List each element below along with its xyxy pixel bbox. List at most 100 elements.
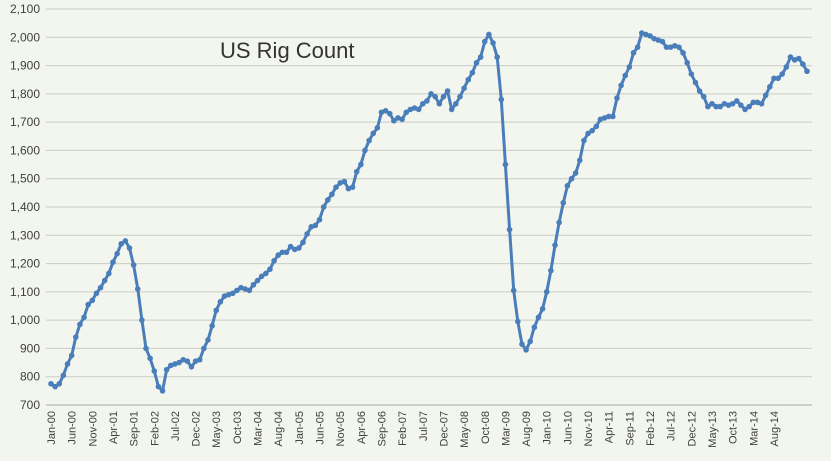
x-tick-label: Feb-02 [149, 411, 161, 446]
data-point [147, 355, 153, 362]
data-point [440, 93, 447, 100]
data-point [114, 250, 120, 257]
data-point [234, 287, 240, 294]
x-tick-label: Oct-08 [480, 411, 492, 444]
y-axis-ticks: 700 800 900 1,000 1,100 1,200 1,300 1,400 1,500 1… [10, 2, 40, 412]
x-tick-label: Mar-09 [500, 411, 512, 446]
data-point [134, 286, 141, 292]
data-point [130, 262, 137, 268]
data-point [610, 113, 616, 120]
x-tick-label: May-13 [707, 411, 719, 448]
data-point [341, 178, 348, 185]
data-point [535, 314, 542, 321]
x-tick-label: Sep-01 [129, 411, 141, 446]
data-point [205, 337, 211, 343]
data-point [250, 281, 257, 288]
data-point [48, 380, 54, 387]
data-point [72, 334, 79, 340]
data-point [688, 71, 695, 77]
data-point [783, 64, 790, 70]
y-tick-label: 1,300 [10, 228, 40, 242]
gridlines [46, 8, 812, 406]
x-tick-label: Jan-00 [46, 411, 58, 445]
x-tick-label: Jul-02 [170, 411, 182, 441]
data-point [626, 64, 633, 70]
data-point [709, 100, 715, 107]
data-point [213, 307, 220, 314]
data-point [572, 170, 579, 176]
data-point [523, 347, 529, 353]
data-point [481, 38, 488, 45]
data-point [279, 249, 286, 256]
data-point [101, 277, 108, 284]
data-point [510, 287, 517, 294]
x-tick-label: Apr-11 [604, 411, 616, 443]
x-tick-label: Nov-10 [583, 411, 595, 446]
x-tick-label: Jun-10 [562, 411, 574, 445]
x-tick-label: Oct-13 [728, 411, 740, 444]
data-point [415, 106, 422, 113]
data-point [742, 106, 748, 113]
data-point [258, 273, 265, 280]
data-point [399, 116, 405, 123]
x-tick-label: Jun-05 [315, 411, 327, 445]
data-point [304, 231, 310, 237]
data-point [428, 91, 434, 97]
x-tick-label: Aug-04 [273, 411, 285, 446]
data-point [539, 306, 546, 312]
data-point [543, 289, 550, 295]
data-point [329, 191, 335, 198]
x-tick-label: Dec-12 [686, 411, 698, 446]
data-point [762, 92, 769, 99]
y-tick-label: 1,600 [10, 143, 40, 157]
data-point [151, 368, 158, 374]
data-point [473, 59, 480, 66]
data-point [60, 372, 67, 379]
data-point [729, 100, 736, 107]
data-point [461, 85, 467, 91]
y-tick-label: 1,400 [10, 200, 40, 214]
data-point [647, 33, 653, 39]
data-point [552, 242, 558, 248]
data-point [684, 59, 690, 66]
data-point [700, 93, 707, 100]
data-point [758, 100, 765, 107]
data-point [196, 356, 203, 363]
x-tick-label: Jan-05 [294, 411, 306, 445]
data-point [68, 352, 75, 359]
data-point [804, 68, 810, 75]
data-point [531, 324, 538, 331]
data-point [300, 239, 306, 246]
data-point [176, 359, 182, 366]
y-tick-label: 1,000 [10, 313, 40, 327]
x-tick-label: Sep-11 [624, 411, 636, 446]
x-tick-label: Oct-03 [232, 411, 244, 444]
data-point [159, 388, 166, 394]
x-tick-label: Nov-05 [335, 411, 347, 446]
data-point [448, 106, 455, 113]
data-point [680, 50, 686, 56]
x-tick-label: Dec-07 [438, 411, 450, 446]
data-point [163, 366, 170, 373]
x-tick-label: Mar-14 [748, 411, 760, 446]
x-tick-label: Apr-01 [108, 411, 120, 444]
data-point [659, 38, 666, 45]
data-point [800, 61, 806, 67]
data-point [432, 93, 438, 100]
data-point [787, 54, 794, 60]
data-point [366, 137, 372, 144]
data-point [97, 284, 104, 291]
data-point [139, 317, 145, 323]
data-point [77, 321, 83, 328]
data-point [568, 175, 575, 182]
x-tick-label: Jan-10 [542, 411, 554, 445]
x-tick-label: Apr-06 [356, 411, 368, 444]
data-point [593, 123, 600, 130]
y-tick-label: 1,500 [10, 172, 40, 186]
data-point [188, 364, 195, 370]
data-point [634, 44, 641, 50]
data-point [453, 100, 459, 107]
data-point [696, 88, 703, 94]
